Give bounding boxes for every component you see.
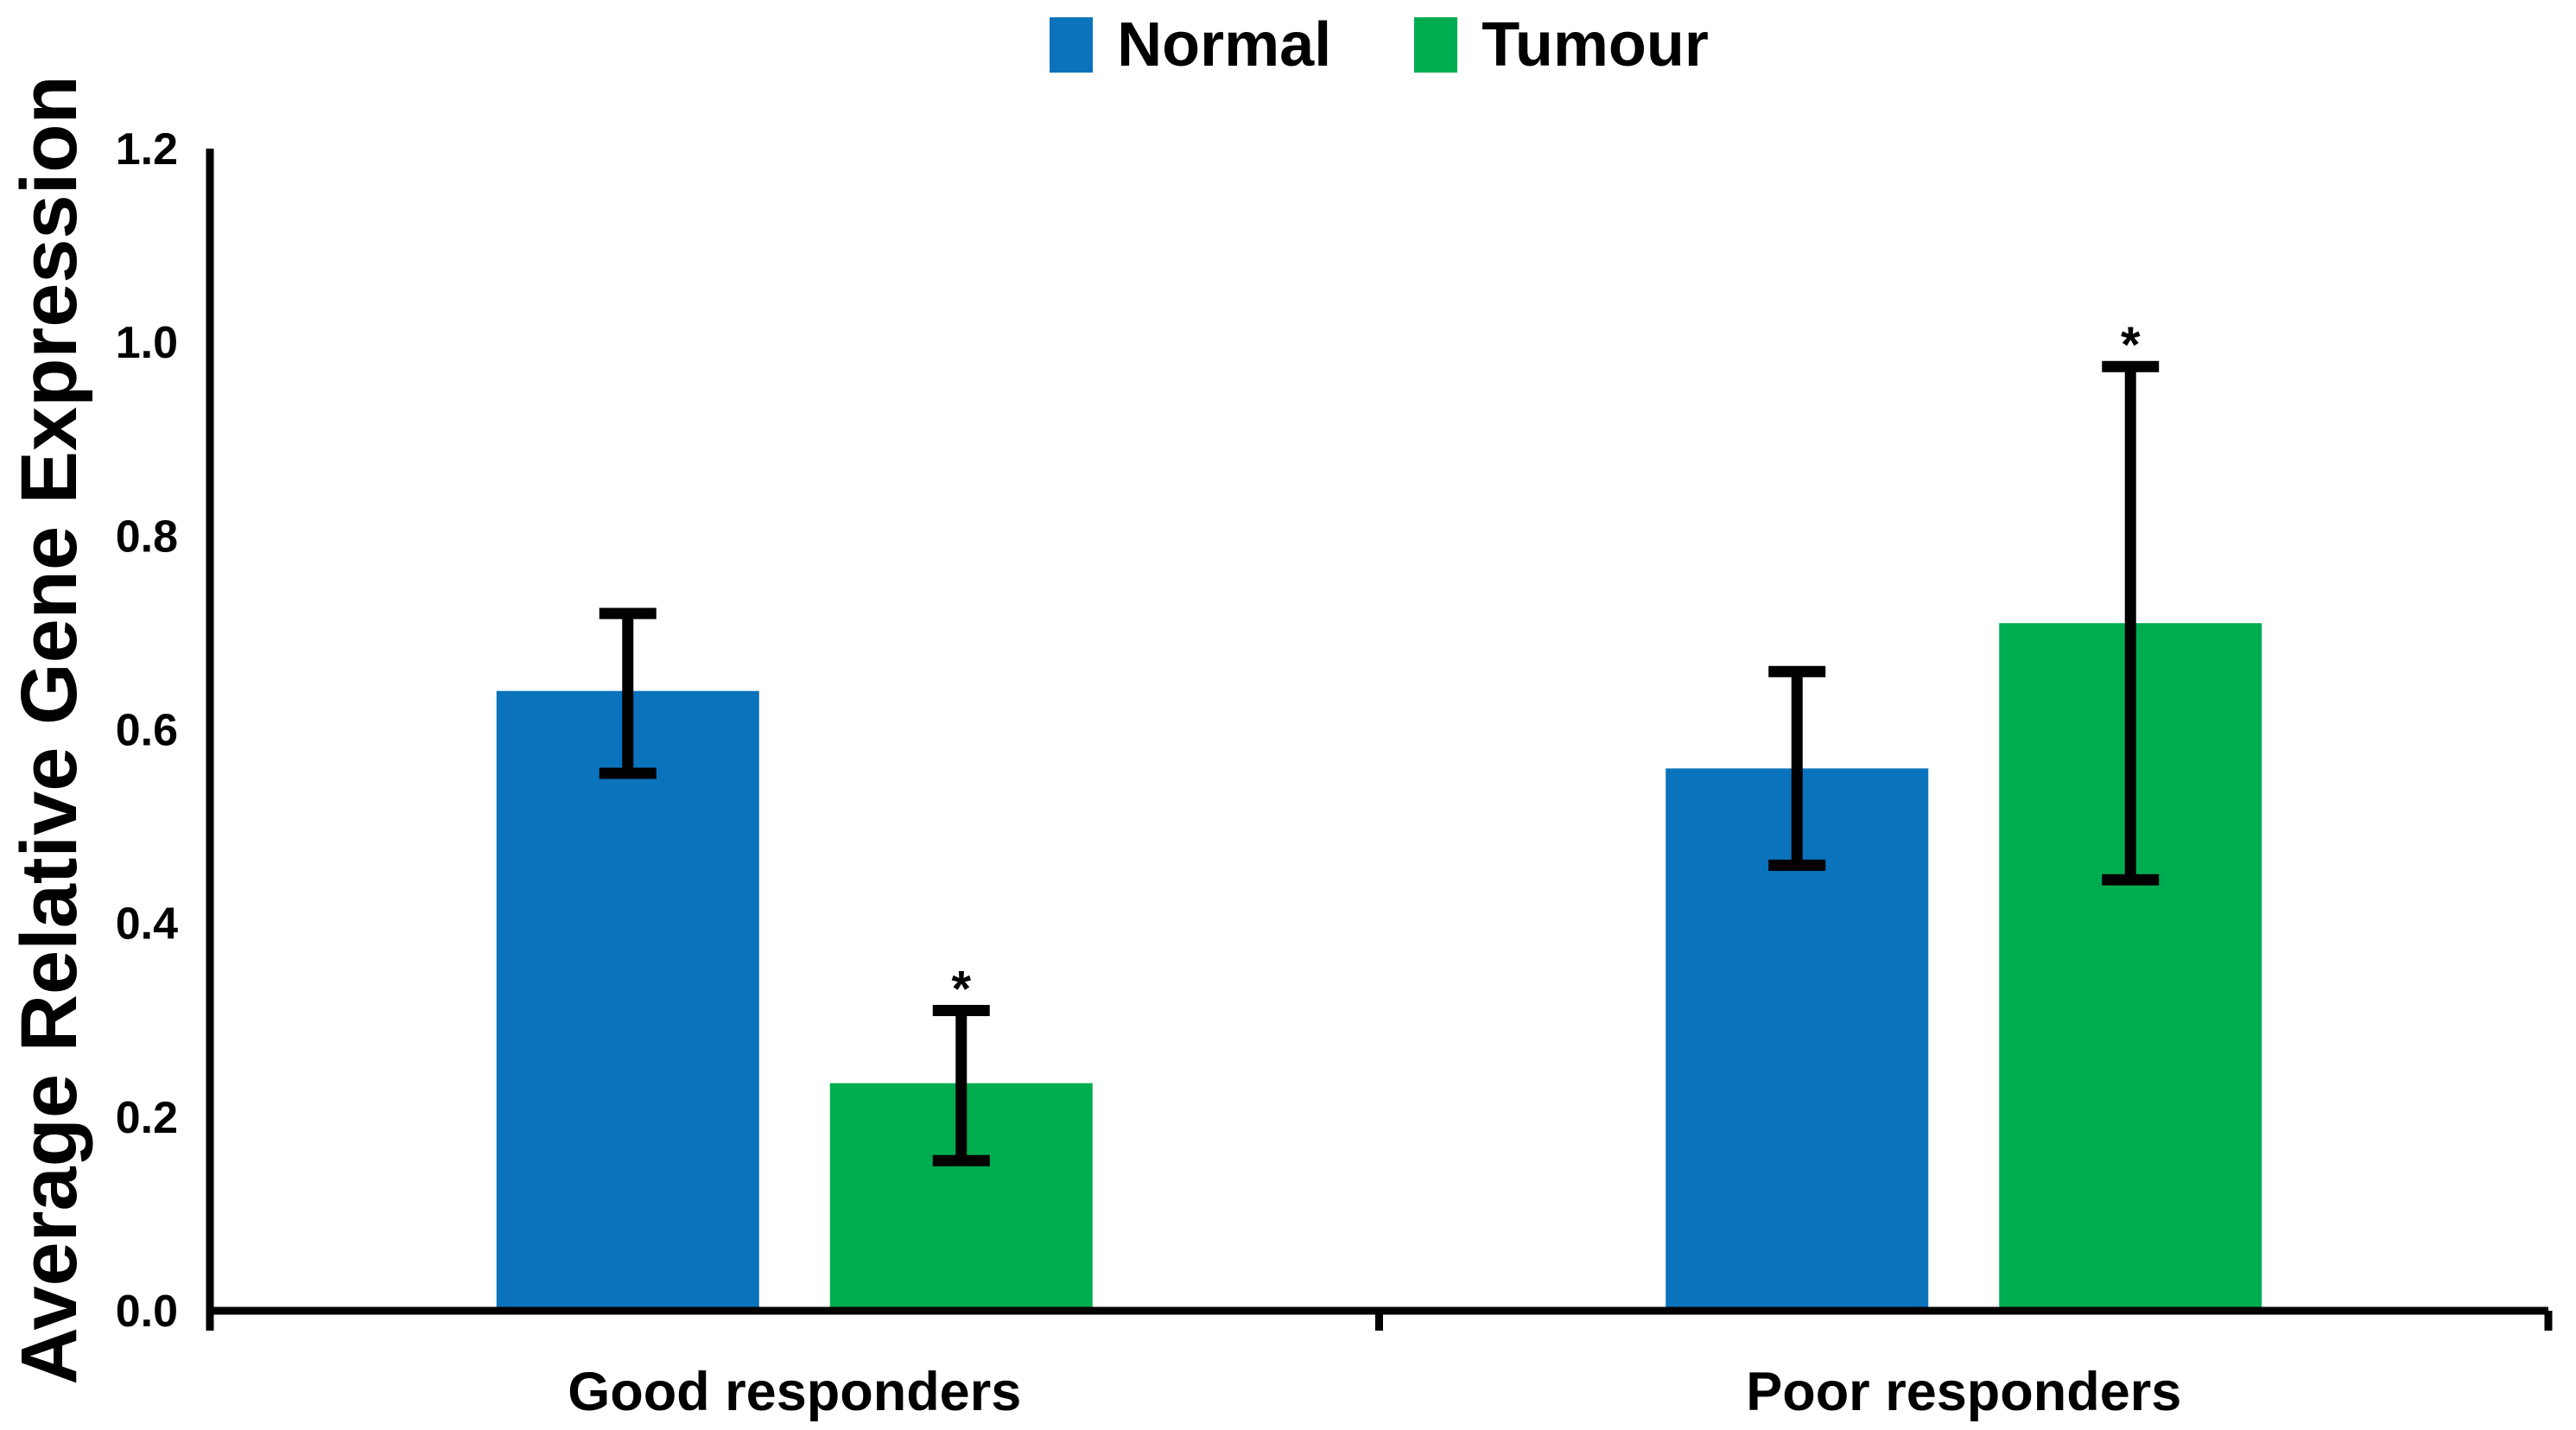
legend-swatch-tumour-icon [1414,17,1458,73]
y-tick-label-0.8: 0.8 [116,512,178,562]
x-category-label-poor-responders: Poor responders [1746,1362,2181,1422]
y-tick-label-0.2: 0.2 [116,1093,178,1143]
bar-normal-good-responders [496,690,759,1311]
legend-swatch-normal-icon [1050,17,1094,73]
chart-legend: Normal Tumour [210,9,2548,81]
legend-item-normal: Normal [1050,14,1331,76]
y-tick-label-0.6: 0.6 [116,706,178,756]
y-axis-title: Average Relative Gene Expression [5,75,93,1384]
y-tick-label-1.0: 1.0 [116,318,178,368]
x-category-label-good-responders: Good responders [568,1362,1021,1422]
significance-asterisk-tumour-poor-responders: * [2121,317,2141,373]
legend-label-normal: Normal [1117,10,1332,79]
y-tick-label-0.0: 0.0 [116,1287,178,1337]
y-tick-label-1.2: 1.2 [116,124,178,175]
significance-asterisk-tumour-good-responders: * [951,962,971,1018]
legend-label-tumour: Tumour [1482,10,1709,79]
legend-item-tumour: Tumour [1414,14,1709,76]
y-tick-label-0.4: 0.4 [116,899,178,950]
